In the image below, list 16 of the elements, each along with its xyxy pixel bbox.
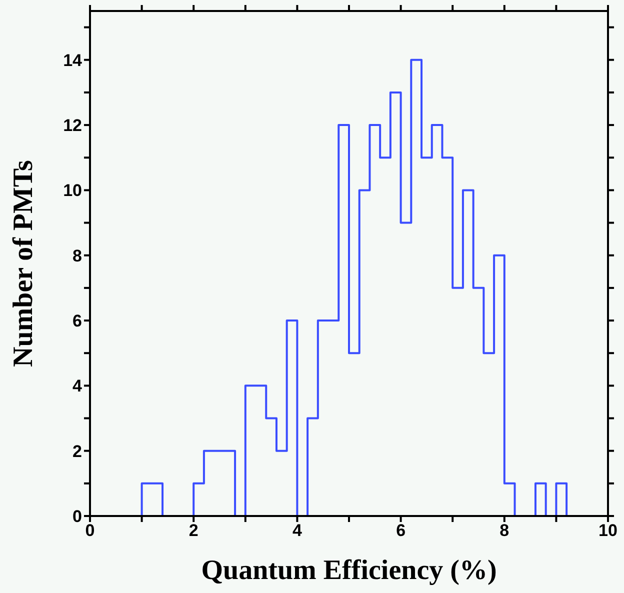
y-tick-label: 8	[72, 246, 82, 266]
y-tick-label: 10	[63, 181, 82, 200]
x-tick-label: 10	[598, 521, 618, 540]
y-tick-label: 6	[72, 312, 82, 331]
y-axis-title: Number of PMTs	[8, 160, 39, 367]
x-tick-label: 6	[396, 521, 406, 540]
y-tick-label: 4	[72, 376, 83, 396]
y-tick-label: 14	[63, 50, 83, 70]
x-tick-label: 2	[188, 521, 198, 540]
x-tick-label: 4	[292, 521, 302, 540]
y-tick-label: 12	[63, 116, 82, 136]
x-tick-label: 0	[85, 521, 95, 540]
y-tick-label: 2	[72, 442, 82, 461]
y-tick-label: 0	[72, 507, 82, 526]
x-axis-title: Quantum Efficiency (%)	[201, 555, 497, 586]
x-tick-label: 8	[500, 521, 510, 540]
